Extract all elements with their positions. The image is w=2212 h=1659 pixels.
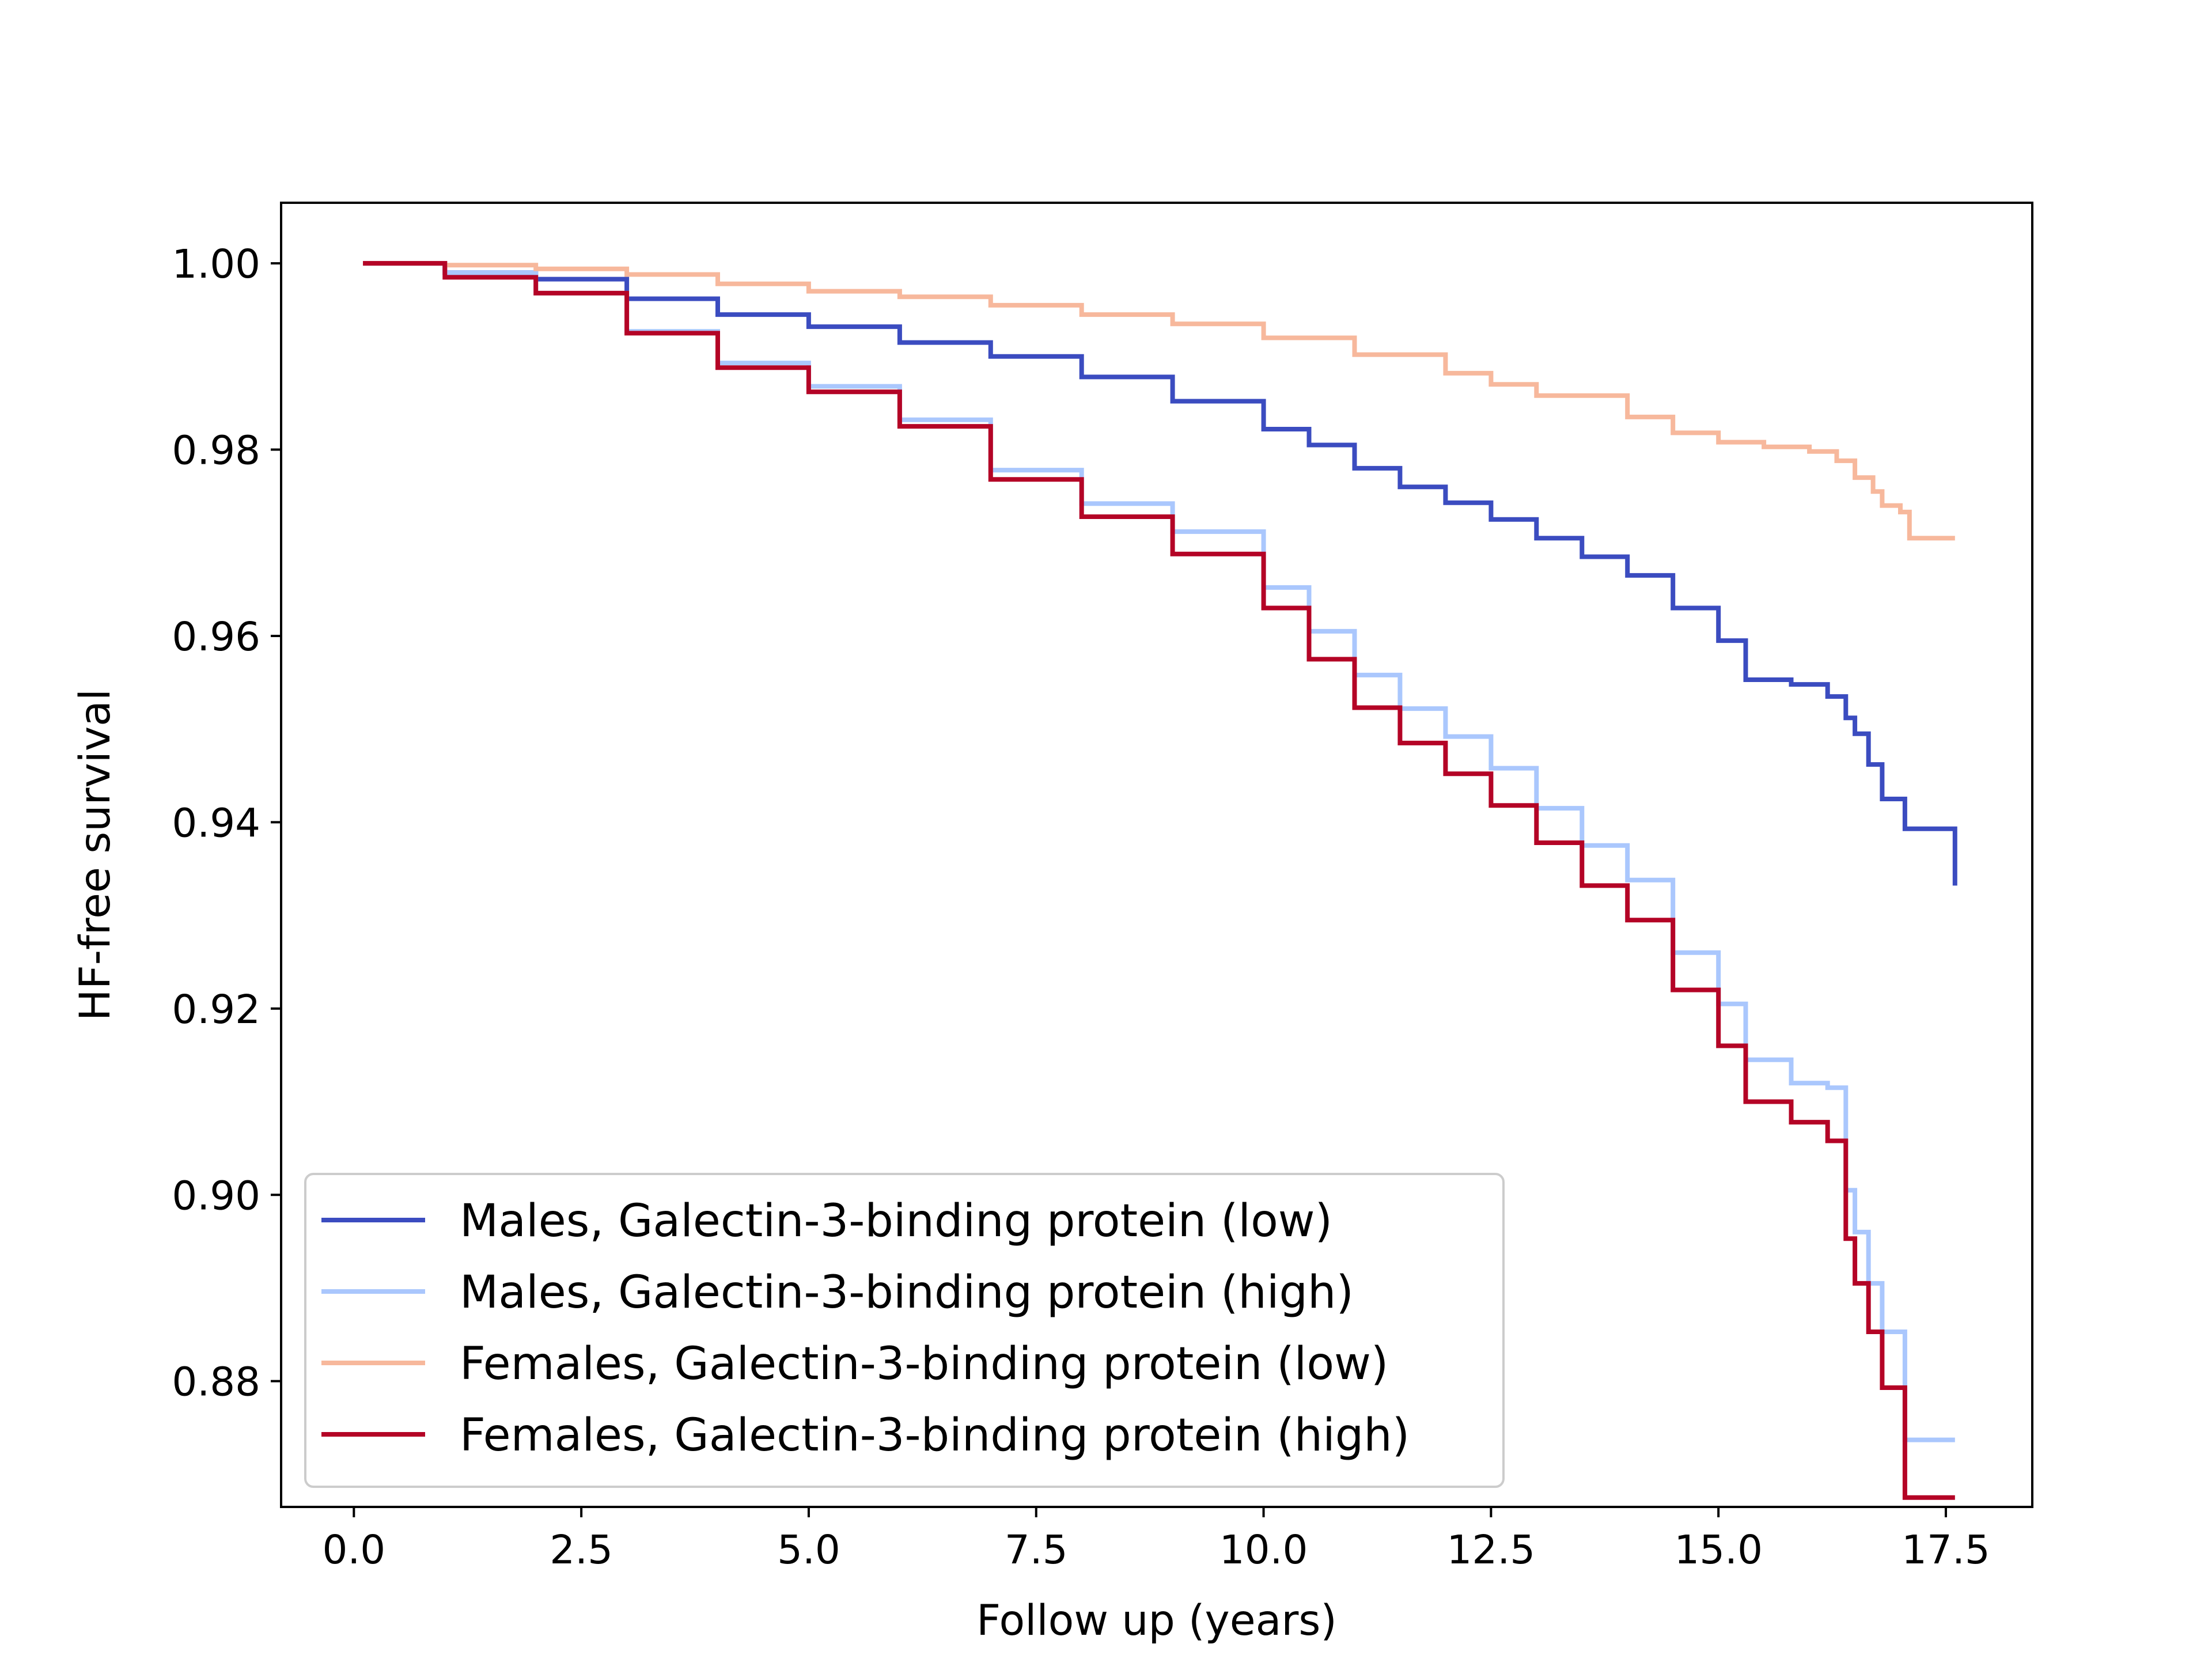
- series-lines: [363, 261, 1957, 1500]
- x-tick-label: 17.5: [1902, 1527, 1990, 1573]
- x-tick-label: 15.0: [1674, 1527, 1763, 1573]
- legend-label: Females, Galectin-3-binding protein (low…: [460, 1338, 1388, 1390]
- x-tick-label: 7.5: [1005, 1527, 1068, 1573]
- x-tick-label: 0.0: [322, 1527, 385, 1573]
- y-tick-label: 0.94: [172, 800, 260, 846]
- legend-label: Males, Galectin-3-binding protein (high): [460, 1267, 1354, 1319]
- legend: Males, Galectin-3-binding protein (low) M…: [304, 1173, 1505, 1488]
- legend-label: Males, Galectin-3-binding protein (low): [460, 1195, 1332, 1247]
- y-tick-label: 1.00: [172, 241, 260, 287]
- y-tick-label: 0.96: [172, 614, 260, 660]
- y-tick-label: 0.92: [172, 987, 260, 1033]
- y-tick-label: 0.88: [172, 1359, 260, 1406]
- y-axis-label: HF-free survival: [71, 689, 120, 1021]
- y-axis-ticks: 0.88 0.90 0.92 0.94 0.96 0.98 1.00: [172, 241, 281, 1406]
- series-line-1: [363, 261, 1957, 886]
- x-axis-ticks: 0.0 2.5 5.0 7.5 10.0 12.5 15.0 17.5: [322, 1507, 1990, 1573]
- y-tick-label: 0.90: [172, 1173, 260, 1219]
- legend-box: [304, 1173, 1505, 1488]
- series-line-4: [363, 261, 1955, 1500]
- x-tick-label: 2.5: [550, 1527, 613, 1573]
- x-tick-label: 12.5: [1447, 1527, 1536, 1573]
- y-tick-label: 0.98: [172, 428, 260, 474]
- axes-frame: [280, 202, 2033, 1508]
- x-tick-label: 10.0: [1219, 1527, 1308, 1573]
- series-line-3: [363, 261, 1955, 541]
- legend-label: Females, Galectin-3-binding protein (hig…: [460, 1410, 1410, 1461]
- x-tick-label: 5.0: [777, 1527, 840, 1573]
- x-axis-label: Follow up (years): [976, 1596, 1337, 1645]
